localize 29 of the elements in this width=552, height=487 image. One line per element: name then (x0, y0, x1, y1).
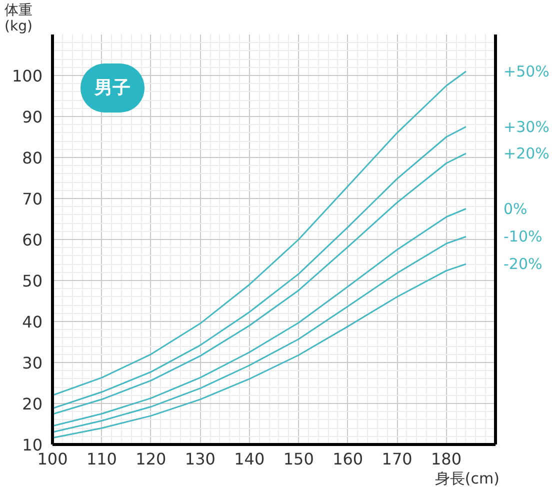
x-tick-label: 180 (431, 450, 462, 468)
y-tick-label: 20 (22, 394, 42, 414)
text: +30% (504, 118, 550, 136)
x-tick-label: 100 (37, 450, 68, 468)
line-series (52, 70, 467, 396)
text: -10% (504, 228, 542, 246)
annotation: 男子 (94, 78, 130, 98)
x-tick-label: 170 (382, 450, 412, 468)
y-tick-label: 90 (22, 108, 42, 126)
text: -20% (504, 255, 542, 274)
line-series (52, 263, 467, 439)
text: +50% (504, 62, 550, 80)
x-tick-label: 150 (283, 450, 314, 468)
text: 0% (504, 200, 528, 218)
y-tick-label: 50 (22, 272, 42, 290)
y-tick-label: 70 (22, 190, 42, 208)
x-tick-label: 160 (332, 450, 364, 468)
x-tick-label: 140 (234, 450, 265, 468)
y-tick-label: 40 (22, 312, 42, 332)
x-tick-label: 120 (136, 450, 166, 468)
y-tick-label: 30 (22, 354, 42, 372)
y-tick-label: 60 (22, 230, 42, 250)
text: +20% (504, 144, 550, 162)
x-tick-label: 130 (184, 450, 216, 468)
y-tick-label: 80 (22, 148, 42, 168)
y-axis-title: 体重 (kg) (4, 2, 32, 34)
y-tick-label: 100 (12, 66, 43, 86)
x-tick-label: 110 (86, 450, 117, 468)
x-axis-title: 身長(cm) (434, 470, 500, 487)
